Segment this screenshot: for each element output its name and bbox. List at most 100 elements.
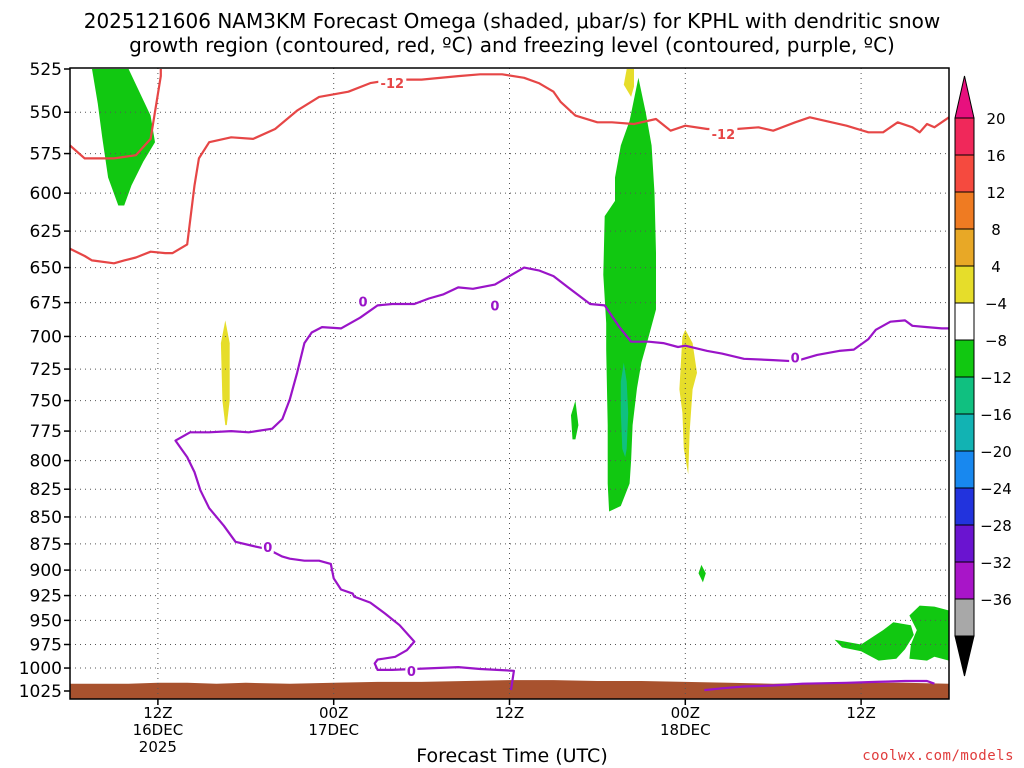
colorbar-label: 8 bbox=[991, 221, 1001, 239]
y-tick-label: 575 bbox=[30, 145, 62, 165]
contour-line bbox=[704, 679, 935, 692]
gridlines bbox=[70, 68, 949, 699]
colorbar-swatch bbox=[954, 413, 975, 452]
x-tick-label: 00Z bbox=[319, 704, 348, 722]
omega-region bbox=[623, 69, 634, 97]
omega-region bbox=[698, 564, 706, 583]
contour-label-bg bbox=[261, 539, 274, 554]
contour-labels: -12 -12 0 0 0 0 0 bbox=[261, 75, 802, 680]
x-tick-label: 2025 bbox=[139, 738, 177, 756]
y-tick-label: 675 bbox=[30, 294, 62, 314]
y-tick-label: 625 bbox=[30, 222, 62, 242]
x-tick-label: 12Z bbox=[495, 704, 524, 722]
contour-label-bg bbox=[789, 349, 802, 364]
contour-label: 0 bbox=[791, 351, 800, 366]
colorbar-swatch bbox=[954, 265, 975, 304]
x-tick-label: 12Z bbox=[846, 704, 875, 722]
contour-label-bg bbox=[488, 297, 501, 312]
omega-region bbox=[571, 400, 579, 440]
y-tick-label: 775 bbox=[30, 422, 62, 442]
y-tick-label: 975 bbox=[30, 636, 62, 656]
colorbar-swatch bbox=[954, 117, 975, 156]
colorbar-swatch bbox=[954, 561, 975, 600]
contour-line bbox=[174, 266, 949, 691]
colorbar-label: −32 bbox=[980, 554, 1012, 572]
y-tick-label: 700 bbox=[30, 327, 62, 347]
contours bbox=[69, 69, 950, 692]
terrain-fill bbox=[70, 680, 949, 699]
y-tick-label: 825 bbox=[30, 480, 62, 500]
omega-region bbox=[603, 77, 656, 512]
x-tick-label: 00Z bbox=[671, 704, 700, 722]
y-tick-label: 750 bbox=[30, 392, 62, 412]
y-tick-label: 850 bbox=[30, 508, 62, 528]
contour-label: 0 bbox=[263, 541, 272, 556]
colorbar-label: 4 bbox=[991, 258, 1001, 276]
colorbar-swatch bbox=[954, 598, 975, 637]
chart-title-line2: growth region (contoured, red, ºC) and f… bbox=[129, 33, 895, 57]
omega-region bbox=[909, 605, 949, 661]
x-axis-label: Forecast Time (UTC) bbox=[416, 745, 608, 767]
omega-region bbox=[620, 362, 629, 458]
y-tick-label: 1000 bbox=[19, 659, 62, 679]
y-tick-label: 550 bbox=[30, 103, 62, 123]
colorbar-swatch bbox=[954, 376, 975, 415]
contour-label: 0 bbox=[490, 299, 499, 314]
x-tick-label: 18DEC bbox=[660, 721, 711, 739]
omega-region bbox=[220, 320, 230, 426]
colorbar-swatch bbox=[954, 450, 975, 489]
colorbar-swatch bbox=[954, 524, 975, 563]
y-tick-label: 525 bbox=[30, 60, 62, 80]
terrain-layer bbox=[70, 680, 949, 699]
y-tick-label: 900 bbox=[30, 561, 62, 581]
contour-line bbox=[69, 69, 162, 160]
y-tick-label: 1025 bbox=[19, 682, 62, 702]
y-tick-label: 650 bbox=[30, 259, 62, 279]
omega-region bbox=[92, 69, 155, 206]
colorbar-label: −16 bbox=[980, 406, 1012, 424]
y-tick-label: 950 bbox=[30, 611, 62, 631]
colorbar-label: −36 bbox=[980, 591, 1012, 609]
colorbar-swatch bbox=[954, 191, 975, 230]
omega-region bbox=[679, 329, 697, 475]
x-tick-label: 12Z bbox=[143, 704, 172, 722]
colorbar-label: 20 bbox=[986, 110, 1005, 128]
omega-shading bbox=[92, 69, 949, 661]
colorbar-label: −20 bbox=[980, 443, 1012, 461]
colorbar-top-arrow bbox=[954, 75, 975, 119]
colorbar-label: −4 bbox=[985, 295, 1007, 313]
credit-text[interactable]: coolwx.com/models bbox=[862, 748, 1014, 764]
contour-label-bg bbox=[357, 293, 369, 308]
x-tick-label: 16DEC bbox=[133, 721, 184, 739]
colorbar-swatch bbox=[954, 154, 975, 193]
colorbar-swatch bbox=[954, 339, 975, 378]
omega-region bbox=[834, 622, 914, 661]
colorbar-swatch bbox=[954, 302, 975, 341]
contour-label: 0 bbox=[407, 665, 416, 680]
y-tick-label: 600 bbox=[30, 184, 62, 204]
contour-label-bg bbox=[378, 75, 407, 90]
colorbar-label: −8 bbox=[985, 332, 1007, 350]
contour-line bbox=[69, 73, 950, 265]
chart-title-line1: 2025121606 NAM3KM Forecast Omega (shaded… bbox=[83, 9, 941, 33]
contour-label: -12 bbox=[381, 77, 405, 92]
x-tick-label: 17DEC bbox=[308, 721, 359, 739]
contour-label: 0 bbox=[358, 295, 367, 310]
contour-label-bg bbox=[709, 125, 738, 140]
y-tick-label: 925 bbox=[30, 587, 62, 607]
contour-label: -12 bbox=[712, 128, 736, 143]
colorbar-swatch bbox=[954, 487, 975, 526]
colorbar-label: −12 bbox=[980, 369, 1012, 387]
colorbar-label: 12 bbox=[986, 184, 1005, 202]
colorbar-label: −24 bbox=[980, 480, 1012, 498]
colorbar-label: 16 bbox=[986, 147, 1005, 165]
y-tick-label: 875 bbox=[30, 535, 62, 555]
contour-label-bg bbox=[405, 662, 418, 677]
y-tick-label: 800 bbox=[30, 452, 62, 472]
colorbar-bottom-arrow bbox=[954, 635, 975, 677]
colorbar-swatch bbox=[954, 228, 975, 267]
colorbar: 20 16 12 8 4 −4 −8 −12 −16 −20 −24 −28 −32 −36 bbox=[954, 75, 1012, 677]
colorbar-label: −28 bbox=[980, 517, 1012, 535]
